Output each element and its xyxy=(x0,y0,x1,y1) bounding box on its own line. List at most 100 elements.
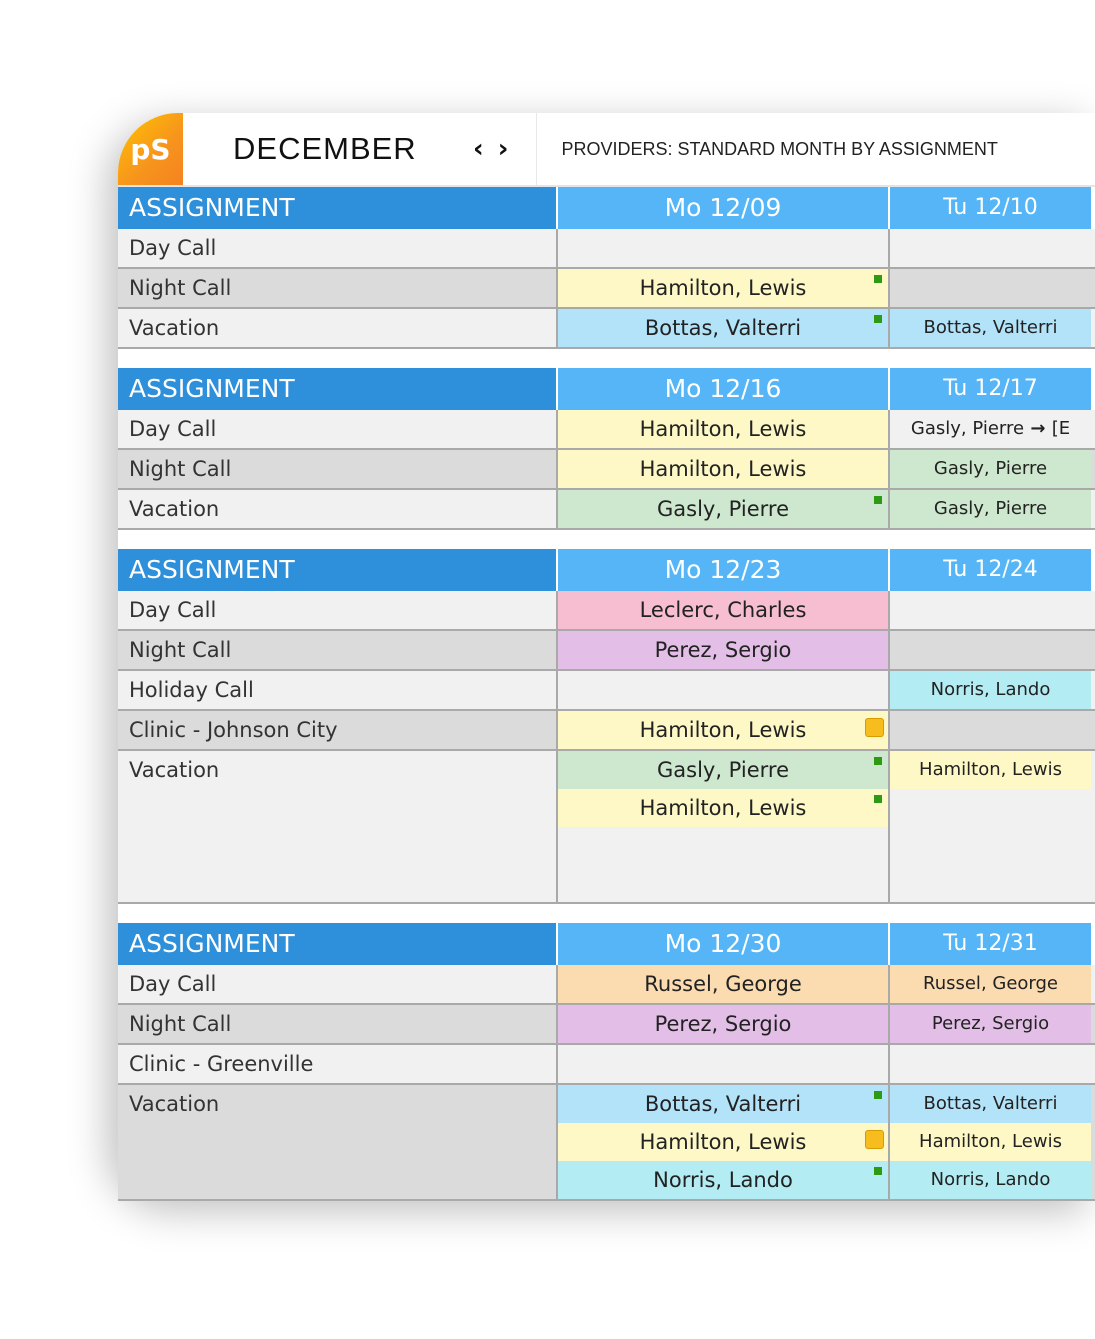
schedule-cell[interactable]: Bottas, Valterri Hamilton, Lewis Norris, L… xyxy=(890,1085,1091,1199)
provider-name: Russel, George xyxy=(923,973,1058,994)
schedule-cell[interactable]: Hamilton, Lewis xyxy=(558,711,890,749)
day-header[interactable]: Mo 12/09 xyxy=(558,187,890,229)
schedule-cell[interactable] xyxy=(890,711,1091,749)
schedule-cell[interactable] xyxy=(890,631,1091,669)
schedule-cell[interactable]: Gasly, Pierre Hamilton, Lewis xyxy=(558,751,890,902)
assignment-label: Vacation xyxy=(118,751,558,902)
schedule-cell[interactable] xyxy=(558,229,890,267)
schedule-section: ASSIGNMENT Mo 12/30 Tu 12/31 Day Call Russel… xyxy=(118,923,1095,1201)
shift-entry[interactable]: Norris, Lando xyxy=(890,1161,1091,1199)
shift-entry[interactable]: Hamilton, Lewis xyxy=(558,450,888,488)
shift-entry[interactable]: Hamilton, Lewis xyxy=(558,1123,888,1161)
provider-name: Hamilton, Lewis xyxy=(639,276,807,300)
provider-name: Hamilton, Lewis xyxy=(639,417,807,441)
shift-entry[interactable]: Gasly, Pierre xyxy=(558,490,888,528)
schedule-cell[interactable]: Bottas, Valterri xyxy=(558,309,890,347)
shift-entry[interactable]: Leclerc, Charles xyxy=(558,591,888,629)
chevron-right-icon[interactable]: › xyxy=(497,134,509,164)
assignment-label: Day Call xyxy=(118,410,558,448)
provider-name: Bottas, Valterri xyxy=(923,1093,1058,1114)
schedule-cell[interactable]: Perez, Sergio xyxy=(558,1005,890,1043)
shift-entry[interactable]: Hamilton, Lewis xyxy=(558,410,888,448)
shift-entry[interactable]: Bottas, Valterri xyxy=(890,1085,1091,1123)
shift-entry[interactable]: Bottas, Valterri xyxy=(558,309,888,347)
shift-entry[interactable]: Gasly, Pierre → [E xyxy=(890,410,1091,448)
shift-entry[interactable]: Russel, George xyxy=(558,965,888,1003)
schedule-cell[interactable] xyxy=(890,269,1091,307)
schedule-cell[interactable]: Gasly, Pierre xyxy=(558,490,890,528)
chevron-left-icon[interactable]: ‹ xyxy=(473,134,484,164)
provider-name: Gasly, Pierre xyxy=(933,498,1048,519)
assignment-label: Day Call xyxy=(118,591,558,629)
shift-entry[interactable]: Hamilton, Lewis xyxy=(890,751,1091,789)
shift-entry[interactable]: Norris, Lando xyxy=(890,671,1091,709)
shift-entry[interactable]: Perez, Sergio xyxy=(890,1005,1091,1043)
assignment-row: Night Call Hamilton, Lewis Gasly, Pierre xyxy=(118,450,1095,490)
schedule-cell[interactable]: Hamilton, Lewis xyxy=(890,751,1091,902)
assignment-label: Night Call xyxy=(118,1005,558,1043)
shift-entry[interactable]: Bottas, Valterri xyxy=(890,309,1091,347)
schedule-cell[interactable]: Perez, Sergio xyxy=(890,1005,1091,1043)
shift-entry[interactable]: Hamilton, Lewis xyxy=(558,269,888,307)
schedule-cell[interactable]: Gasly, Pierre xyxy=(890,490,1091,528)
schedule-cell[interactable] xyxy=(890,591,1091,629)
status-square-icon xyxy=(874,1091,882,1099)
schedule-cell[interactable]: Hamilton, Lewis xyxy=(558,269,890,307)
shift-entry[interactable]: Gasly, Pierre xyxy=(890,490,1091,528)
sticky-note-icon[interactable] xyxy=(865,1130,884,1149)
schedule-cell[interactable] xyxy=(890,1045,1091,1083)
shift-entry[interactable]: Perez, Sergio xyxy=(558,1005,888,1043)
day-header[interactable]: Mo 12/30 xyxy=(558,923,890,965)
provider-name: Russel, George xyxy=(644,972,802,996)
shift-entry[interactable]: Norris, Lando xyxy=(558,1161,888,1199)
shift-entry[interactable]: Hamilton, Lewis xyxy=(558,789,888,827)
day-header[interactable]: Mo 12/16 xyxy=(558,368,890,410)
arrow-right-icon: → xyxy=(1024,418,1052,439)
swap-target: [E xyxy=(1051,418,1071,439)
day-header[interactable]: Tu 12/10 xyxy=(890,187,1091,229)
status-square-icon xyxy=(874,275,882,283)
schedule-cell[interactable] xyxy=(558,671,890,709)
provider-name: Gasly, Pierre xyxy=(656,758,789,782)
shift-entry[interactable]: Gasly, Pierre xyxy=(558,751,888,789)
day-header[interactable]: Tu 12/17 xyxy=(890,368,1091,410)
schedule-section: ASSIGNMENT Mo 12/16 Tu 12/17 Day Call Hamilt… xyxy=(118,368,1095,530)
shift-entry[interactable]: Bottas, Valterri xyxy=(558,1085,888,1123)
schedule-cell[interactable]: Hamilton, Lewis xyxy=(558,410,890,448)
shift-entry[interactable]: Hamilton, Lewis xyxy=(558,711,888,749)
sticky-note-icon[interactable] xyxy=(865,718,884,737)
section-header-row: ASSIGNMENT Mo 12/16 Tu 12/17 xyxy=(118,368,1095,410)
day-header[interactable]: Tu 12/31 xyxy=(890,923,1091,965)
app-logo[interactable]: pS xyxy=(118,113,183,185)
schedule-cell[interactable]: Hamilton, Lewis xyxy=(558,450,890,488)
shift-entry[interactable]: Gasly, Pierre xyxy=(890,450,1091,488)
status-square-icon xyxy=(874,496,882,504)
assignment-header: ASSIGNMENT xyxy=(118,549,558,591)
shift-entry[interactable]: Hamilton, Lewis xyxy=(890,1123,1091,1161)
assignment-header: ASSIGNMENT xyxy=(118,368,558,410)
schedule-cell[interactable]: Gasly, Pierre xyxy=(890,450,1091,488)
assignment-row: Vacation Gasly, Pierre Hamilton, Lewis Hami… xyxy=(118,751,1095,904)
schedule-cell[interactable]: Bottas, Valterri xyxy=(890,309,1091,347)
schedule-cell[interactable]: Russel, George xyxy=(558,965,890,1003)
status-square-icon xyxy=(874,315,882,323)
schedule-cell[interactable]: Gasly, Pierre → [E xyxy=(890,410,1091,448)
day-header[interactable]: Mo 12/23 xyxy=(558,549,890,591)
schedule-cell[interactable]: Bottas, Valterri Hamilton, Lewis Norris, L… xyxy=(558,1085,890,1199)
schedule-cell[interactable] xyxy=(558,1045,890,1083)
provider-name: Hamilton, Lewis xyxy=(639,1130,807,1154)
schedule-card: pS DECEMBER ‹ › PROVIDERS: STANDARD MONT… xyxy=(118,113,1095,1201)
schedule-cell[interactable]: Leclerc, Charles xyxy=(558,591,890,629)
day-header[interactable]: Tu 12/24 xyxy=(890,549,1091,591)
status-square-icon xyxy=(874,795,882,803)
provider-name: Norris, Lando xyxy=(930,1169,1051,1190)
section-header-row: ASSIGNMENT Mo 12/30 Tu 12/31 xyxy=(118,923,1095,965)
provider-name: Norris, Lando xyxy=(653,1168,793,1192)
shift-entry[interactable]: Perez, Sergio xyxy=(558,631,888,669)
schedule-cell[interactable]: Russel, George xyxy=(890,965,1091,1003)
shift-entry[interactable]: Russel, George xyxy=(890,965,1091,1003)
assignment-label: Clinic - Greenville xyxy=(118,1045,558,1083)
schedule-cell[interactable] xyxy=(890,229,1091,267)
schedule-cell[interactable]: Perez, Sergio xyxy=(558,631,890,669)
schedule-cell[interactable]: Norris, Lando xyxy=(890,671,1091,709)
